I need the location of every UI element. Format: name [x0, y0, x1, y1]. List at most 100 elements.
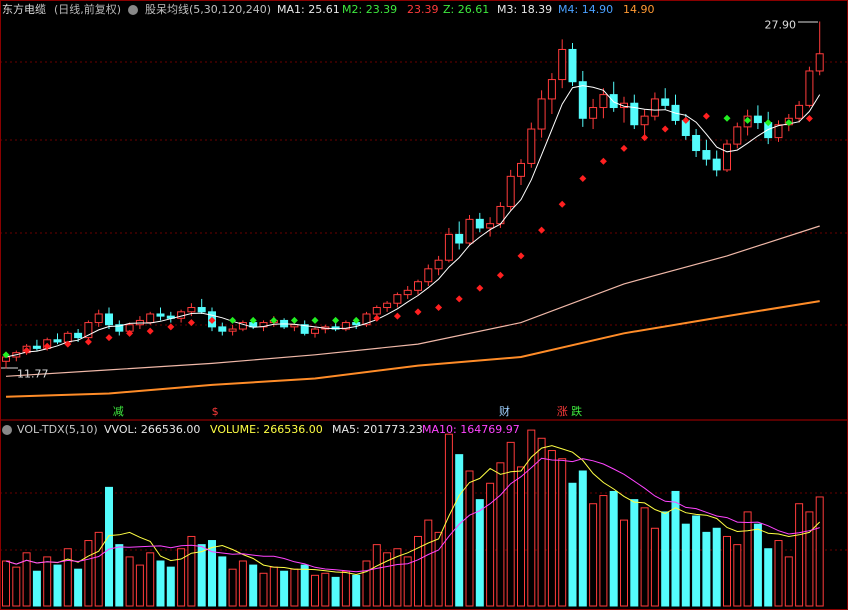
volume-label: MA5: 201773.23: [332, 423, 423, 436]
indicator-name: 股呆均线(5,30,120,240): [145, 2, 271, 16]
volume-bar: [650, 527, 659, 607]
volume-bar: [352, 574, 361, 607]
candle-body: [578, 81, 587, 119]
volume-bar: [630, 499, 639, 607]
volume-bar: [671, 490, 680, 607]
volume-bar: [177, 548, 186, 607]
volume-bar: [393, 548, 402, 607]
volume-bar: [383, 552, 392, 607]
ma30-dot: [579, 174, 587, 182]
candle-body: [444, 233, 453, 261]
ma30-dot: [332, 316, 340, 324]
indicator-value: MA1: 25.61: [277, 3, 340, 16]
candle-body: [547, 79, 556, 100]
candle-body: [692, 134, 701, 152]
volume-bar: [434, 531, 443, 607]
volume-bar: [527, 429, 536, 607]
candle-body: [609, 94, 618, 109]
candle-body: [228, 328, 237, 332]
candle-body: [311, 328, 319, 334]
candle-body: [300, 324, 309, 334]
candle-body: [753, 115, 762, 124]
volume-bar: [609, 490, 618, 607]
volume-bar: [723, 535, 731, 607]
candle-body: [197, 307, 206, 313]
volume-bar: [22, 552, 31, 607]
ma30-dot: [126, 329, 134, 337]
volume-bar: [280, 570, 289, 607]
candle-body: [74, 332, 83, 339]
volume-bar: [331, 576, 340, 607]
event-marker: 财: [499, 404, 510, 418]
ma30-dot: [249, 316, 257, 324]
indicator-value: 14.90: [623, 3, 655, 16]
candle-body: [568, 48, 577, 83]
candle-body: [475, 218, 484, 229]
candle-body: [640, 115, 649, 126]
volume-bar: [589, 503, 598, 607]
ma30-dot: [558, 200, 566, 208]
volume-bar: [620, 519, 628, 607]
volume-bar: [712, 527, 721, 607]
volume-bar: [197, 544, 206, 607]
volume-bar: [290, 568, 299, 607]
ma30-dot: [805, 114, 813, 122]
ma30-dot: [352, 316, 360, 324]
candle-body: [434, 259, 443, 270]
ma30-dot: [476, 284, 484, 292]
volume-bar: [444, 433, 453, 607]
moving-average: [5, 300, 820, 398]
ma30-dot: [64, 340, 72, 348]
volume-bar: [764, 548, 773, 607]
candle-body: [393, 294, 402, 304]
volume-bar: [403, 556, 412, 607]
volume-bar: [362, 560, 371, 607]
volume-bar: [156, 560, 165, 607]
ma30-dot: [393, 312, 401, 320]
candle-body: [218, 326, 227, 332]
volume-bar: [43, 556, 52, 607]
candle-body: [661, 98, 670, 106]
volume-bar: [259, 572, 268, 607]
menu-icon[interactable]: [128, 5, 138, 15]
event-marker: 跌: [571, 404, 582, 418]
volume-bar: [414, 535, 422, 607]
ma30-dot: [23, 347, 31, 355]
event-marker: 涨: [557, 405, 568, 418]
candle-body: [517, 162, 525, 177]
volume-bar: [640, 507, 649, 607]
volume-bar: [105, 486, 113, 607]
volume-bar: [341, 570, 350, 607]
menu-icon[interactable]: [2, 425, 12, 435]
volume-ma-line: [5, 457, 820, 573]
ma30-dot: [311, 316, 319, 324]
volume-bar: [681, 523, 690, 607]
volume-bar: [465, 470, 474, 607]
candle-body: [702, 150, 711, 160]
volume-bar: [424, 519, 433, 607]
ma30-dot: [270, 316, 278, 324]
candle-body: [455, 233, 464, 244]
candle-body: [94, 313, 103, 324]
candle-body: [383, 302, 392, 309]
ma30-dot: [538, 226, 546, 234]
ma30-dot: [167, 323, 175, 331]
volume-bar: [795, 503, 804, 607]
ma30-dot: [599, 157, 607, 165]
volume-bar: [599, 495, 608, 607]
volume-bar: [455, 454, 464, 607]
candle-body: [403, 289, 412, 296]
candle-body: [620, 102, 628, 109]
ma30-dot: [146, 327, 154, 335]
volume-bar: [53, 564, 62, 607]
min-price-label: 11.77: [17, 367, 49, 380]
candle-body: [465, 218, 474, 244]
plot: [2, 21, 824, 607]
candle-body: [362, 313, 371, 326]
ma30-dot: [641, 134, 649, 142]
event-marker: $: [212, 405, 219, 418]
candle-body: [805, 70, 814, 106]
volume-bar: [32, 570, 41, 607]
